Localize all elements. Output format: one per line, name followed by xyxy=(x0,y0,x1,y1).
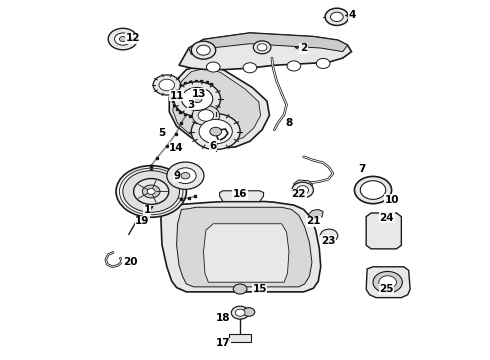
Text: 17: 17 xyxy=(216,338,230,348)
Polygon shape xyxy=(220,191,264,202)
Text: 20: 20 xyxy=(123,257,137,267)
Circle shape xyxy=(196,45,210,55)
Circle shape xyxy=(123,171,179,212)
Text: 5: 5 xyxy=(158,129,166,138)
Circle shape xyxy=(231,306,249,319)
Polygon shape xyxy=(366,267,410,298)
Polygon shape xyxy=(169,64,270,148)
Circle shape xyxy=(253,41,271,54)
Circle shape xyxy=(198,110,214,121)
Circle shape xyxy=(192,95,202,103)
Circle shape xyxy=(120,37,126,41)
Circle shape xyxy=(292,182,314,198)
Circle shape xyxy=(235,309,245,316)
Text: 21: 21 xyxy=(306,216,320,226)
Circle shape xyxy=(325,8,348,26)
Circle shape xyxy=(243,308,255,316)
Circle shape xyxy=(167,162,204,189)
Text: 7: 7 xyxy=(359,164,366,174)
Circle shape xyxy=(354,176,392,204)
Text: 2: 2 xyxy=(300,43,307,53)
Circle shape xyxy=(159,79,174,91)
Text: 6: 6 xyxy=(210,141,217,151)
Circle shape xyxy=(153,75,180,95)
Circle shape xyxy=(191,114,240,149)
Circle shape xyxy=(115,33,131,45)
Circle shape xyxy=(199,120,232,144)
Polygon shape xyxy=(366,213,401,249)
Circle shape xyxy=(210,127,221,136)
Circle shape xyxy=(233,284,247,294)
Circle shape xyxy=(331,12,343,22)
Text: 19: 19 xyxy=(135,216,149,226)
Text: 3: 3 xyxy=(188,100,195,110)
Polygon shape xyxy=(176,207,312,287)
Polygon shape xyxy=(172,68,261,142)
Circle shape xyxy=(317,58,330,68)
Text: 9: 9 xyxy=(173,171,180,181)
Text: 23: 23 xyxy=(321,236,335,246)
FancyBboxPatch shape xyxy=(229,334,251,342)
Circle shape xyxy=(320,229,338,242)
Circle shape xyxy=(206,62,220,72)
Circle shape xyxy=(243,63,257,73)
Circle shape xyxy=(181,172,190,179)
Polygon shape xyxy=(189,33,347,54)
Circle shape xyxy=(147,189,155,194)
Circle shape xyxy=(174,168,196,184)
Text: 12: 12 xyxy=(125,33,140,43)
Text: 16: 16 xyxy=(233,189,247,199)
Polygon shape xyxy=(179,33,351,69)
Circle shape xyxy=(257,44,267,51)
Text: 22: 22 xyxy=(292,189,306,199)
Text: 13: 13 xyxy=(191,89,206,99)
Text: 14: 14 xyxy=(169,143,184,153)
Text: 10: 10 xyxy=(384,195,399,205)
Circle shape xyxy=(360,181,386,199)
Circle shape xyxy=(297,186,309,194)
Circle shape xyxy=(287,61,301,71)
Text: 8: 8 xyxy=(285,118,293,128)
Text: 4: 4 xyxy=(349,10,356,20)
Polygon shape xyxy=(309,210,323,220)
Circle shape xyxy=(191,41,216,59)
Circle shape xyxy=(181,87,213,111)
Circle shape xyxy=(173,82,220,116)
Text: 11: 11 xyxy=(170,91,184,101)
Text: 18: 18 xyxy=(216,313,230,323)
Circle shape xyxy=(116,166,186,217)
Text: 1: 1 xyxy=(144,206,151,216)
Polygon shape xyxy=(294,180,313,197)
Polygon shape xyxy=(161,202,321,292)
Circle shape xyxy=(143,185,160,198)
Circle shape xyxy=(373,271,402,293)
Circle shape xyxy=(108,28,138,50)
Text: 24: 24 xyxy=(379,213,394,222)
Circle shape xyxy=(379,276,396,289)
Text: 15: 15 xyxy=(252,284,267,294)
Text: 25: 25 xyxy=(379,284,394,294)
Circle shape xyxy=(134,179,169,204)
Circle shape xyxy=(192,105,220,126)
Polygon shape xyxy=(203,224,289,282)
